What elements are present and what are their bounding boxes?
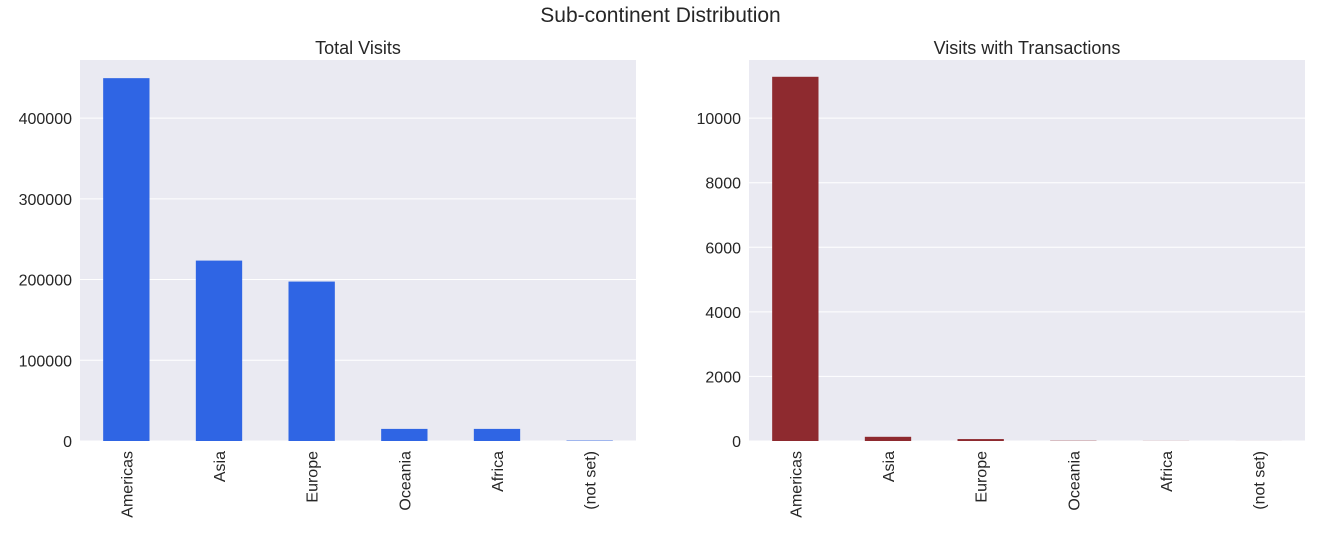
left-bar-americas [103,78,150,441]
right-bar-europe [957,439,1004,441]
left-bar-europe [288,281,335,441]
right-y-tick-label: 0 [732,434,741,451]
right-y-tick-label: 8000 [705,176,741,193]
left-x-tick-label: Americas [119,451,136,518]
right-x-tick-label: (not set) [1252,451,1269,510]
figure-title: Sub-continent Distribution [540,4,781,27]
right-chart-title: Visits with Transactions [934,38,1121,58]
left-bar-africa [473,428,521,441]
left-x-tick-label: Europe [305,451,322,503]
left-y-tick-label: 200000 [19,273,72,290]
right-y-tick-label: 10000 [697,111,742,128]
left-y-tick-label: 100000 [19,353,72,370]
left-plot-area [80,60,636,441]
left-chart-title: Total Visits [315,38,401,58]
left-y-tick-label: 400000 [19,111,72,128]
left-bar-oceania [381,428,428,441]
left-x-tick-label: (not set) [583,451,600,510]
left-x-tick-label: Oceania [397,451,414,511]
right-y-tick-label: 6000 [705,240,741,257]
right-x-tick-label: Asia [881,451,898,482]
left-y-tick-label: 300000 [19,192,72,209]
right-x-tick-label: Europe [974,451,991,503]
right-x-tick-label: Americas [788,451,805,518]
right-x-tick-label: Africa [1159,451,1176,492]
right-x-tick-label: Oceania [1066,451,1083,511]
right-bar-americas [772,76,819,442]
right-plot-area [749,60,1305,441]
right-y-tick-label: 2000 [705,369,741,386]
left-x-tick-label: Asia [212,451,229,482]
right-y-tick-label: 4000 [705,305,741,322]
left-x-tick-label: Africa [490,451,507,492]
left-bar-asia [195,260,243,441]
right-bar-asia [864,436,912,441]
left-y-tick-label: 0 [63,434,72,451]
